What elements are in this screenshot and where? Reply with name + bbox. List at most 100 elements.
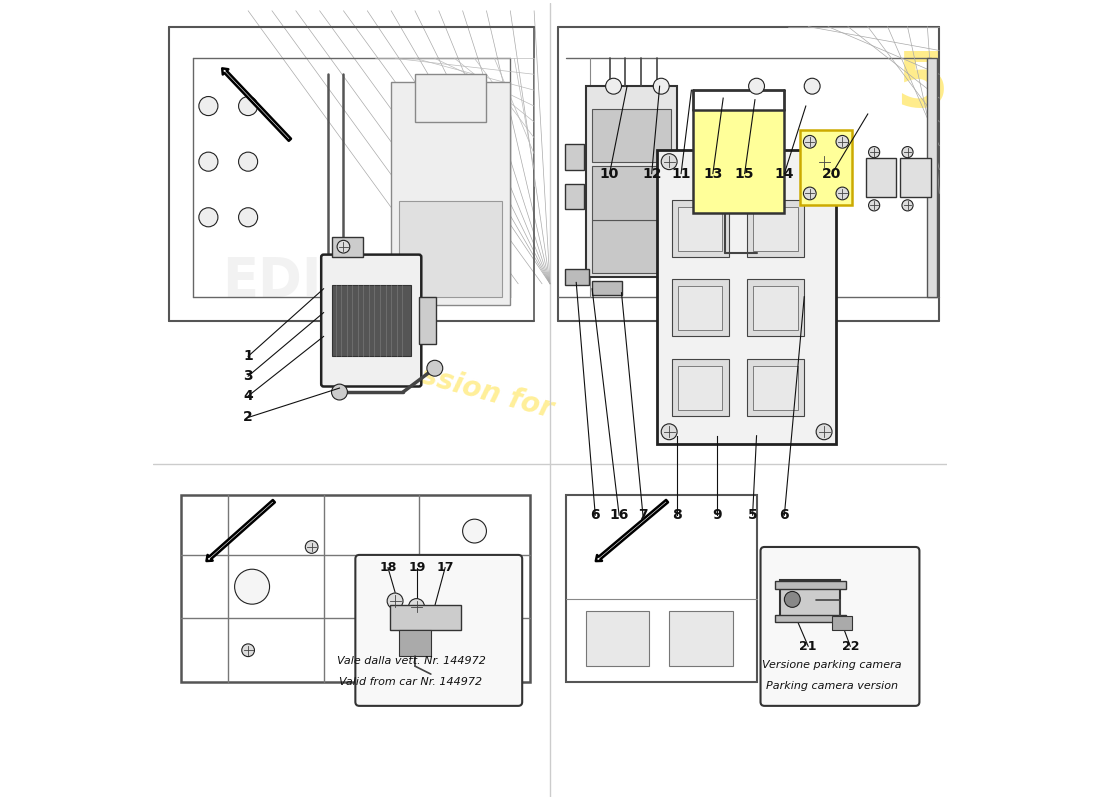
- Bar: [747, 358, 804, 416]
- Text: Valid from car Nr. 144972: Valid from car Nr. 144972: [340, 677, 483, 687]
- Bar: [671, 200, 728, 257]
- Bar: [565, 269, 588, 285]
- Bar: [586, 86, 678, 277]
- Text: Vale dalla vett. Nr. 144972: Vale dalla vett. Nr. 144972: [337, 656, 485, 666]
- Circle shape: [306, 541, 318, 554]
- Bar: [754, 366, 798, 410]
- Circle shape: [869, 200, 880, 211]
- Circle shape: [653, 78, 669, 94]
- Text: 7: 7: [638, 508, 648, 522]
- Bar: [415, 74, 486, 122]
- Bar: [399, 630, 431, 656]
- Bar: [669, 610, 733, 666]
- Bar: [747, 200, 804, 257]
- Text: 17: 17: [437, 561, 454, 574]
- Text: 6: 6: [780, 508, 789, 522]
- Text: 20: 20: [823, 166, 842, 181]
- Circle shape: [803, 187, 816, 200]
- Bar: [565, 495, 757, 682]
- Circle shape: [242, 644, 254, 657]
- Circle shape: [331, 384, 348, 400]
- Circle shape: [606, 78, 621, 94]
- Text: 9: 9: [712, 508, 722, 522]
- FancyBboxPatch shape: [355, 555, 522, 706]
- Text: 14: 14: [774, 166, 794, 181]
- FancyBboxPatch shape: [321, 254, 421, 386]
- Bar: [331, 237, 363, 257]
- Circle shape: [400, 576, 414, 589]
- Text: 6: 6: [591, 508, 601, 522]
- Text: 18: 18: [379, 561, 397, 574]
- Text: 4: 4: [243, 389, 253, 403]
- Bar: [754, 207, 798, 250]
- Circle shape: [803, 135, 816, 148]
- Circle shape: [661, 154, 678, 170]
- Text: 1: 1: [243, 350, 253, 363]
- Circle shape: [464, 636, 477, 649]
- Bar: [565, 144, 584, 170]
- Text: 11: 11: [671, 166, 691, 181]
- Bar: [900, 158, 932, 198]
- Text: a passion for: a passion for: [353, 344, 557, 424]
- Circle shape: [199, 152, 218, 171]
- Bar: [592, 166, 671, 220]
- Bar: [678, 207, 723, 250]
- Bar: [678, 366, 723, 410]
- Bar: [927, 58, 937, 297]
- Bar: [592, 281, 623, 295]
- Bar: [419, 297, 437, 344]
- Circle shape: [239, 208, 257, 227]
- Circle shape: [408, 598, 425, 614]
- Circle shape: [358, 628, 386, 657]
- Bar: [774, 581, 846, 589]
- FancyBboxPatch shape: [760, 547, 920, 706]
- Circle shape: [816, 154, 832, 170]
- Circle shape: [337, 240, 350, 253]
- Text: 2: 2: [243, 410, 253, 425]
- Text: EDICOLA: EDICOLA: [222, 255, 481, 307]
- Bar: [592, 219, 671, 273]
- Bar: [180, 495, 530, 682]
- Bar: [658, 150, 836, 444]
- Bar: [693, 110, 784, 214]
- Text: 15: 15: [735, 166, 755, 181]
- Text: 5: 5: [748, 508, 758, 522]
- Text: 12: 12: [642, 166, 661, 181]
- Bar: [586, 610, 649, 666]
- Circle shape: [199, 97, 218, 115]
- Circle shape: [463, 519, 486, 543]
- Bar: [399, 202, 503, 297]
- Bar: [832, 616, 851, 630]
- Circle shape: [804, 78, 821, 94]
- Text: 19: 19: [408, 561, 426, 574]
- Text: Versione parking camera: Versione parking camera: [762, 660, 902, 670]
- Circle shape: [816, 424, 832, 440]
- Circle shape: [427, 360, 442, 376]
- Circle shape: [234, 570, 270, 604]
- Circle shape: [784, 591, 801, 607]
- Circle shape: [836, 135, 849, 148]
- Text: 10: 10: [600, 166, 619, 181]
- Bar: [392, 82, 510, 305]
- Bar: [754, 286, 798, 330]
- Bar: [592, 109, 671, 162]
- Text: 21: 21: [800, 640, 817, 653]
- Circle shape: [869, 146, 880, 158]
- Circle shape: [239, 152, 257, 171]
- Bar: [678, 286, 723, 330]
- Text: 8: 8: [672, 508, 682, 522]
- Bar: [671, 279, 728, 337]
- Circle shape: [902, 146, 913, 158]
- Text: 16: 16: [609, 508, 629, 522]
- Bar: [801, 130, 851, 206]
- Bar: [780, 580, 840, 618]
- Text: 22: 22: [842, 640, 859, 653]
- Bar: [671, 358, 728, 416]
- Bar: [774, 614, 846, 622]
- Circle shape: [387, 593, 403, 609]
- Text: Parking camera version: Parking camera version: [766, 681, 898, 691]
- Bar: [331, 285, 411, 356]
- Bar: [565, 184, 584, 210]
- Circle shape: [199, 208, 218, 227]
- Circle shape: [749, 78, 764, 94]
